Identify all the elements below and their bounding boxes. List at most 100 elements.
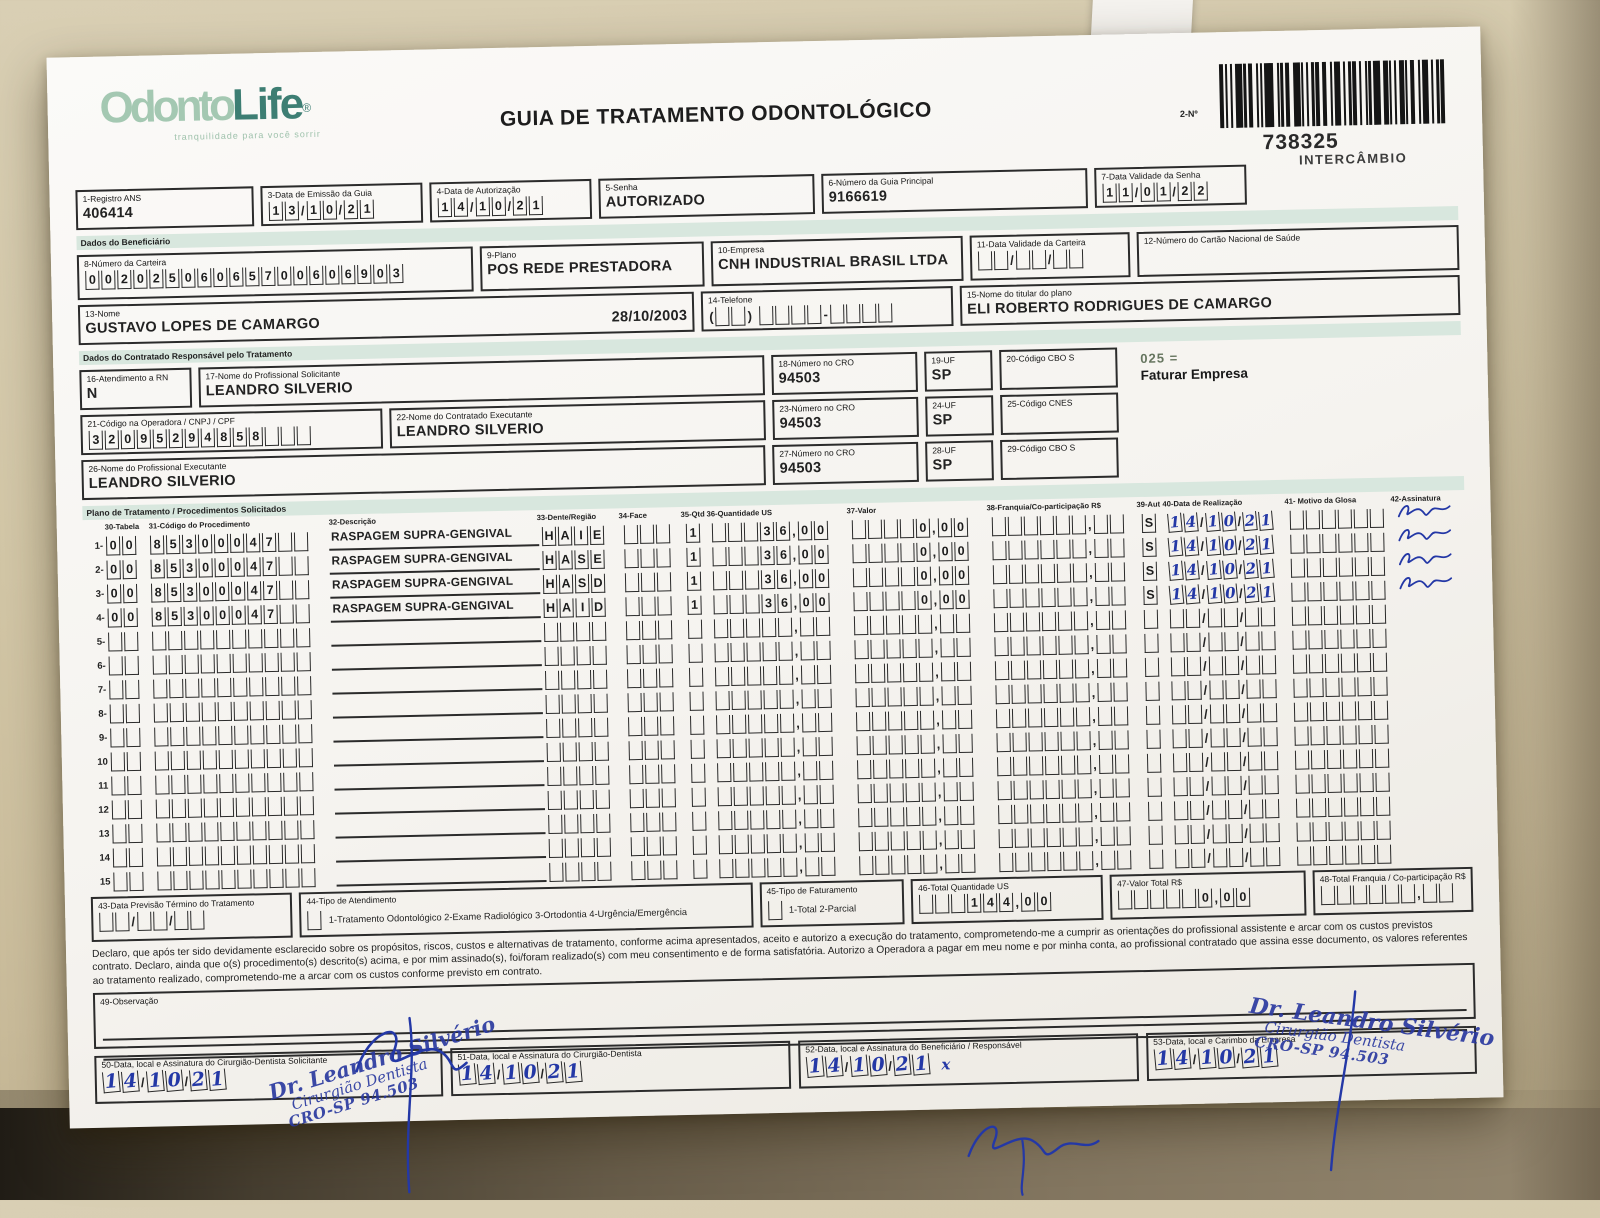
qtd-comb (688, 691, 712, 711)
valor-comb: , (853, 637, 991, 660)
field-cro-18: 18-Número no CRO 94503 (771, 351, 918, 396)
tabela-comb (108, 679, 150, 700)
aut-comb (1143, 609, 1167, 629)
field-validade-senha: 7-Data Validade da Senha 1 1/0 1/2 2 (1094, 164, 1247, 208)
qtd-comb: 1 (686, 595, 710, 615)
tabela-comb (110, 751, 152, 772)
qtd-comb (691, 811, 715, 831)
face-comb (629, 788, 689, 809)
faturar-empresa-note: 025 = Faturar Empresa (1140, 350, 1249, 383)
desk-right-shadow (1510, 0, 1600, 1200)
beneficiary-name: GUSTAVO LOPES DE CAMARGO (85, 315, 321, 337)
row-number: 1- (94, 540, 104, 552)
quantidade-us-comb: , (717, 808, 855, 831)
aut-comb (1147, 801, 1171, 821)
qtd-comb (689, 715, 713, 735)
footer-date-51: 1 4/1 0/2 1 (457, 1059, 583, 1086)
quantidade-us-comb: , (716, 736, 854, 759)
valor-comb: , (858, 829, 996, 852)
field-cnes-25: 25-Código CNES (1000, 392, 1119, 436)
franquia-comb: , (997, 802, 1145, 825)
field-empresa: 10-Empresa CNH INDUSTRIAL BRASIL LTDA (710, 235, 964, 287)
aut-comb: S (1141, 537, 1165, 557)
dente-regiao-comb (545, 693, 625, 715)
dente-regiao-comb (547, 813, 627, 835)
qtd-comb: 1 (686, 571, 710, 591)
field-cbo-29: 29-Código CBO S (1000, 437, 1119, 481)
glosa-comb (1290, 556, 1394, 578)
tipo-atendimento-checkbox (307, 910, 323, 931)
footer-date-52: 1 4/1 0/2 1 (805, 1052, 931, 1078)
aut-comb (1146, 753, 1170, 773)
realization-date-comb: / / (1174, 823, 1294, 845)
qtd-comb (692, 859, 716, 879)
field-registro-ans: 1-Registro ANS 406414 (75, 186, 255, 231)
row-number: 4- (96, 612, 105, 624)
field-telefone: 14-Telefone () - (700, 286, 954, 332)
barcode (1218, 59, 1448, 129)
realization-date-comb: / / (1173, 799, 1293, 821)
glosa-comb (1295, 820, 1399, 842)
row-number: 14 (99, 852, 111, 864)
field-tipo-faturamento: 45-Tipo de Faturamento 1-Total 2-Parcial (759, 879, 905, 928)
franquia-comb: , (998, 850, 1146, 873)
glosa-comb (1293, 700, 1397, 722)
row-signature (1397, 523, 1456, 551)
tabela-comb (111, 823, 153, 844)
realization-date-comb: / / (1170, 679, 1290, 701)
field-uf-19: 19-UF SP (924, 350, 993, 392)
realization-date-comb: / / (1171, 727, 1291, 749)
quantidade-us-comb: , (716, 760, 854, 783)
qtd-comb: 1 (685, 523, 709, 543)
field-previsao-termino: 43-Data Previsão Término do Tratamento /… (90, 892, 294, 942)
realization-date-comb: / / (1172, 751, 1292, 773)
tabela-comb (110, 775, 152, 796)
realization-date-comb: 1 4/1 0/2 1 (1168, 558, 1276, 581)
valor-comb: , (857, 805, 995, 828)
tabela-comb (112, 847, 154, 868)
aut-comb (1145, 705, 1169, 725)
row-number: 2- (95, 564, 104, 576)
dente-regiao-comb (544, 669, 624, 691)
field-validade-carteira: 11-Data Validade da Carteira / / (969, 232, 1131, 281)
codigo-comb (152, 652, 330, 675)
glosa-comb (1289, 532, 1393, 554)
aut-comb (1144, 681, 1168, 701)
franquia-comb: , (992, 562, 1140, 585)
form-title: GUIA DE TRATAMENTO ODONTOLÓGICO (499, 98, 933, 131)
field-contratado-executante: 22-Nome do Contratado Executante LEANDRO… (389, 400, 767, 449)
realization-date-comb: / / (1172, 775, 1292, 797)
qtd-comb (687, 619, 711, 639)
field-uf-24: 24-UF SP (925, 395, 994, 437)
franquia-comb: , (995, 706, 1143, 729)
field-prof-solicitante: 17-Nome do Profissional Solicitante LEAN… (198, 355, 766, 408)
dental-treatment-form: OdontoLife® tranquilidade para você sorr… (46, 26, 1504, 1196)
face-comb (626, 692, 686, 713)
row-number: 15 (99, 876, 111, 888)
codigo-comb (153, 700, 331, 723)
qtd-comb (691, 787, 715, 807)
glosa-comb (1293, 724, 1397, 746)
codigo-comb (156, 844, 334, 867)
quantidade-us-comb: , (717, 784, 855, 807)
barcode-number-label: 2-Nº (1179, 108, 1198, 120)
logo-text-odonto: Odonto (99, 80, 233, 133)
field-senha: 5-Senha AUTORIZADO (598, 174, 816, 219)
realization-date-comb: 1 4/1 0/2 1 (1167, 534, 1275, 557)
quantidade-us-comb: , (718, 832, 856, 855)
franquia-comb: , (994, 658, 1142, 681)
tabela-comb (112, 871, 154, 892)
franquia-comb: , (995, 730, 1143, 753)
face-comb (624, 596, 684, 617)
dente-regiao-comb (543, 645, 623, 667)
